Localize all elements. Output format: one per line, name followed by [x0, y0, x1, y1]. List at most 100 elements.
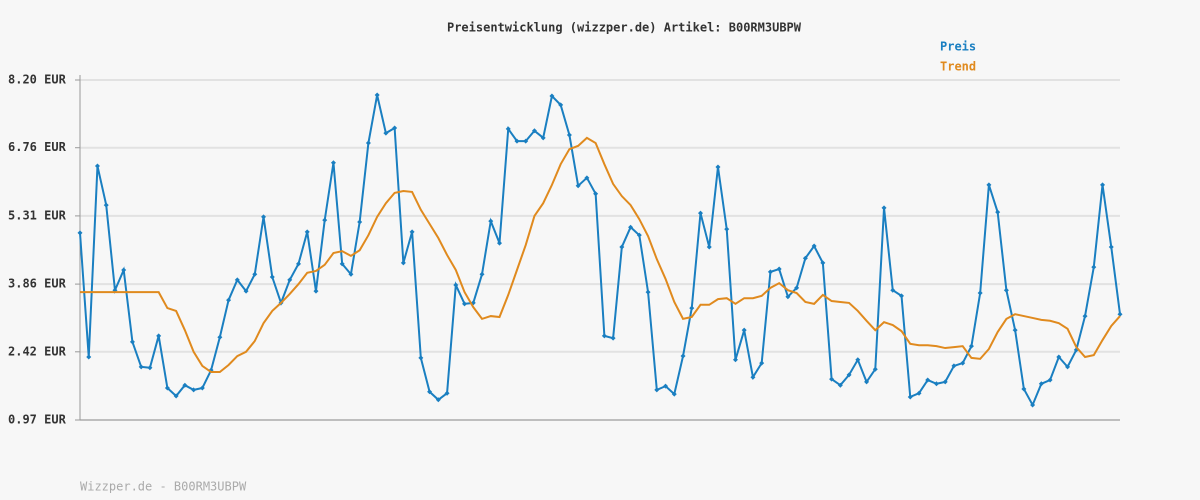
point-marker	[575, 183, 581, 189]
point-marker	[986, 182, 992, 188]
point-marker	[191, 387, 197, 393]
point-marker	[86, 354, 92, 360]
point-marker	[1021, 386, 1027, 392]
point-marker	[933, 381, 939, 387]
point-marker	[1108, 244, 1114, 250]
point-marker	[1038, 381, 1044, 387]
point-marker	[94, 163, 100, 169]
point-marker	[427, 389, 433, 395]
point-marker	[540, 135, 546, 141]
point-marker	[846, 372, 852, 378]
point-marker	[164, 385, 170, 391]
point-marker	[785, 294, 791, 300]
point-marker	[916, 390, 922, 396]
point-marker	[400, 260, 406, 266]
point-marker	[566, 132, 572, 138]
y-tick-label: 5.31 EUR	[8, 208, 67, 222]
point-marker	[103, 202, 109, 208]
point-marker	[907, 394, 913, 400]
point-marker	[287, 277, 293, 283]
point-marker	[811, 243, 817, 249]
point-marker	[732, 357, 738, 363]
point-marker	[531, 128, 537, 134]
point-marker	[951, 363, 957, 369]
point-marker	[864, 379, 870, 385]
point-marker	[147, 365, 153, 371]
point-marker	[960, 360, 966, 366]
point-marker	[645, 289, 651, 295]
point-marker	[138, 364, 144, 370]
point-marker	[269, 274, 275, 280]
point-marker	[173, 393, 179, 399]
point-marker	[968, 343, 974, 349]
point-marker	[558, 102, 564, 108]
series-line	[80, 136, 1121, 374]
point-marker	[453, 282, 459, 288]
point-marker	[339, 261, 345, 267]
point-marker	[330, 160, 336, 166]
point-marker	[217, 334, 223, 340]
point-marker	[243, 288, 249, 294]
point-marker	[767, 269, 773, 275]
point-marker	[794, 285, 800, 291]
point-marker	[313, 288, 319, 294]
point-marker	[409, 229, 415, 235]
point-marker	[628, 224, 634, 230]
point-marker	[881, 205, 887, 211]
point-marker	[514, 138, 520, 144]
point-marker	[706, 244, 712, 250]
point-marker	[584, 175, 590, 181]
point-marker	[1100, 182, 1106, 188]
point-marker	[872, 366, 878, 372]
point-marker	[348, 271, 354, 277]
point-marker	[925, 377, 931, 383]
point-marker	[802, 255, 808, 261]
point-marker	[479, 271, 485, 277]
point-marker	[1030, 402, 1036, 408]
point-marker	[663, 383, 669, 389]
point-marker	[549, 93, 555, 99]
point-marker	[182, 382, 188, 388]
point-marker	[435, 397, 441, 403]
point-marker	[156, 333, 162, 339]
point-marker	[759, 360, 765, 366]
point-marker	[1047, 377, 1053, 383]
point-marker	[496, 240, 502, 246]
point-marker	[829, 376, 835, 382]
point-marker	[977, 290, 983, 296]
point-marker	[855, 357, 861, 363]
legend-label: Preis	[940, 40, 976, 54]
point-marker	[295, 261, 301, 267]
point-marker	[1082, 313, 1088, 319]
point-marker	[444, 390, 450, 396]
point-marker	[418, 355, 424, 361]
chart-title: Preisentwicklung (wizzper.de) Artikel: B…	[447, 21, 802, 35]
point-marker	[942, 379, 948, 385]
point-marker	[1012, 327, 1018, 333]
point-marker	[820, 260, 826, 266]
point-marker	[234, 277, 240, 283]
point-marker	[689, 305, 695, 311]
y-tick-label: 8.20 EUR	[8, 73, 67, 87]
point-marker	[899, 293, 905, 299]
point-marker	[129, 339, 135, 345]
series-line	[79, 93, 1121, 408]
point-marker	[619, 244, 625, 250]
point-marker	[505, 126, 511, 132]
point-marker	[252, 271, 258, 277]
point-marker	[77, 230, 83, 236]
point-marker	[610, 335, 616, 341]
point-marker	[261, 214, 267, 220]
point-marker	[593, 191, 599, 197]
point-marker	[462, 301, 468, 307]
point-marker	[199, 385, 205, 391]
point-marker	[1056, 354, 1062, 360]
point-marker	[1117, 311, 1123, 317]
point-marker	[226, 297, 232, 303]
point-marker	[357, 219, 363, 225]
y-tick-label: 6.76 EUR	[8, 140, 67, 154]
legend-label: Trend	[940, 60, 976, 74]
point-marker	[121, 267, 127, 273]
point-marker	[636, 232, 642, 238]
